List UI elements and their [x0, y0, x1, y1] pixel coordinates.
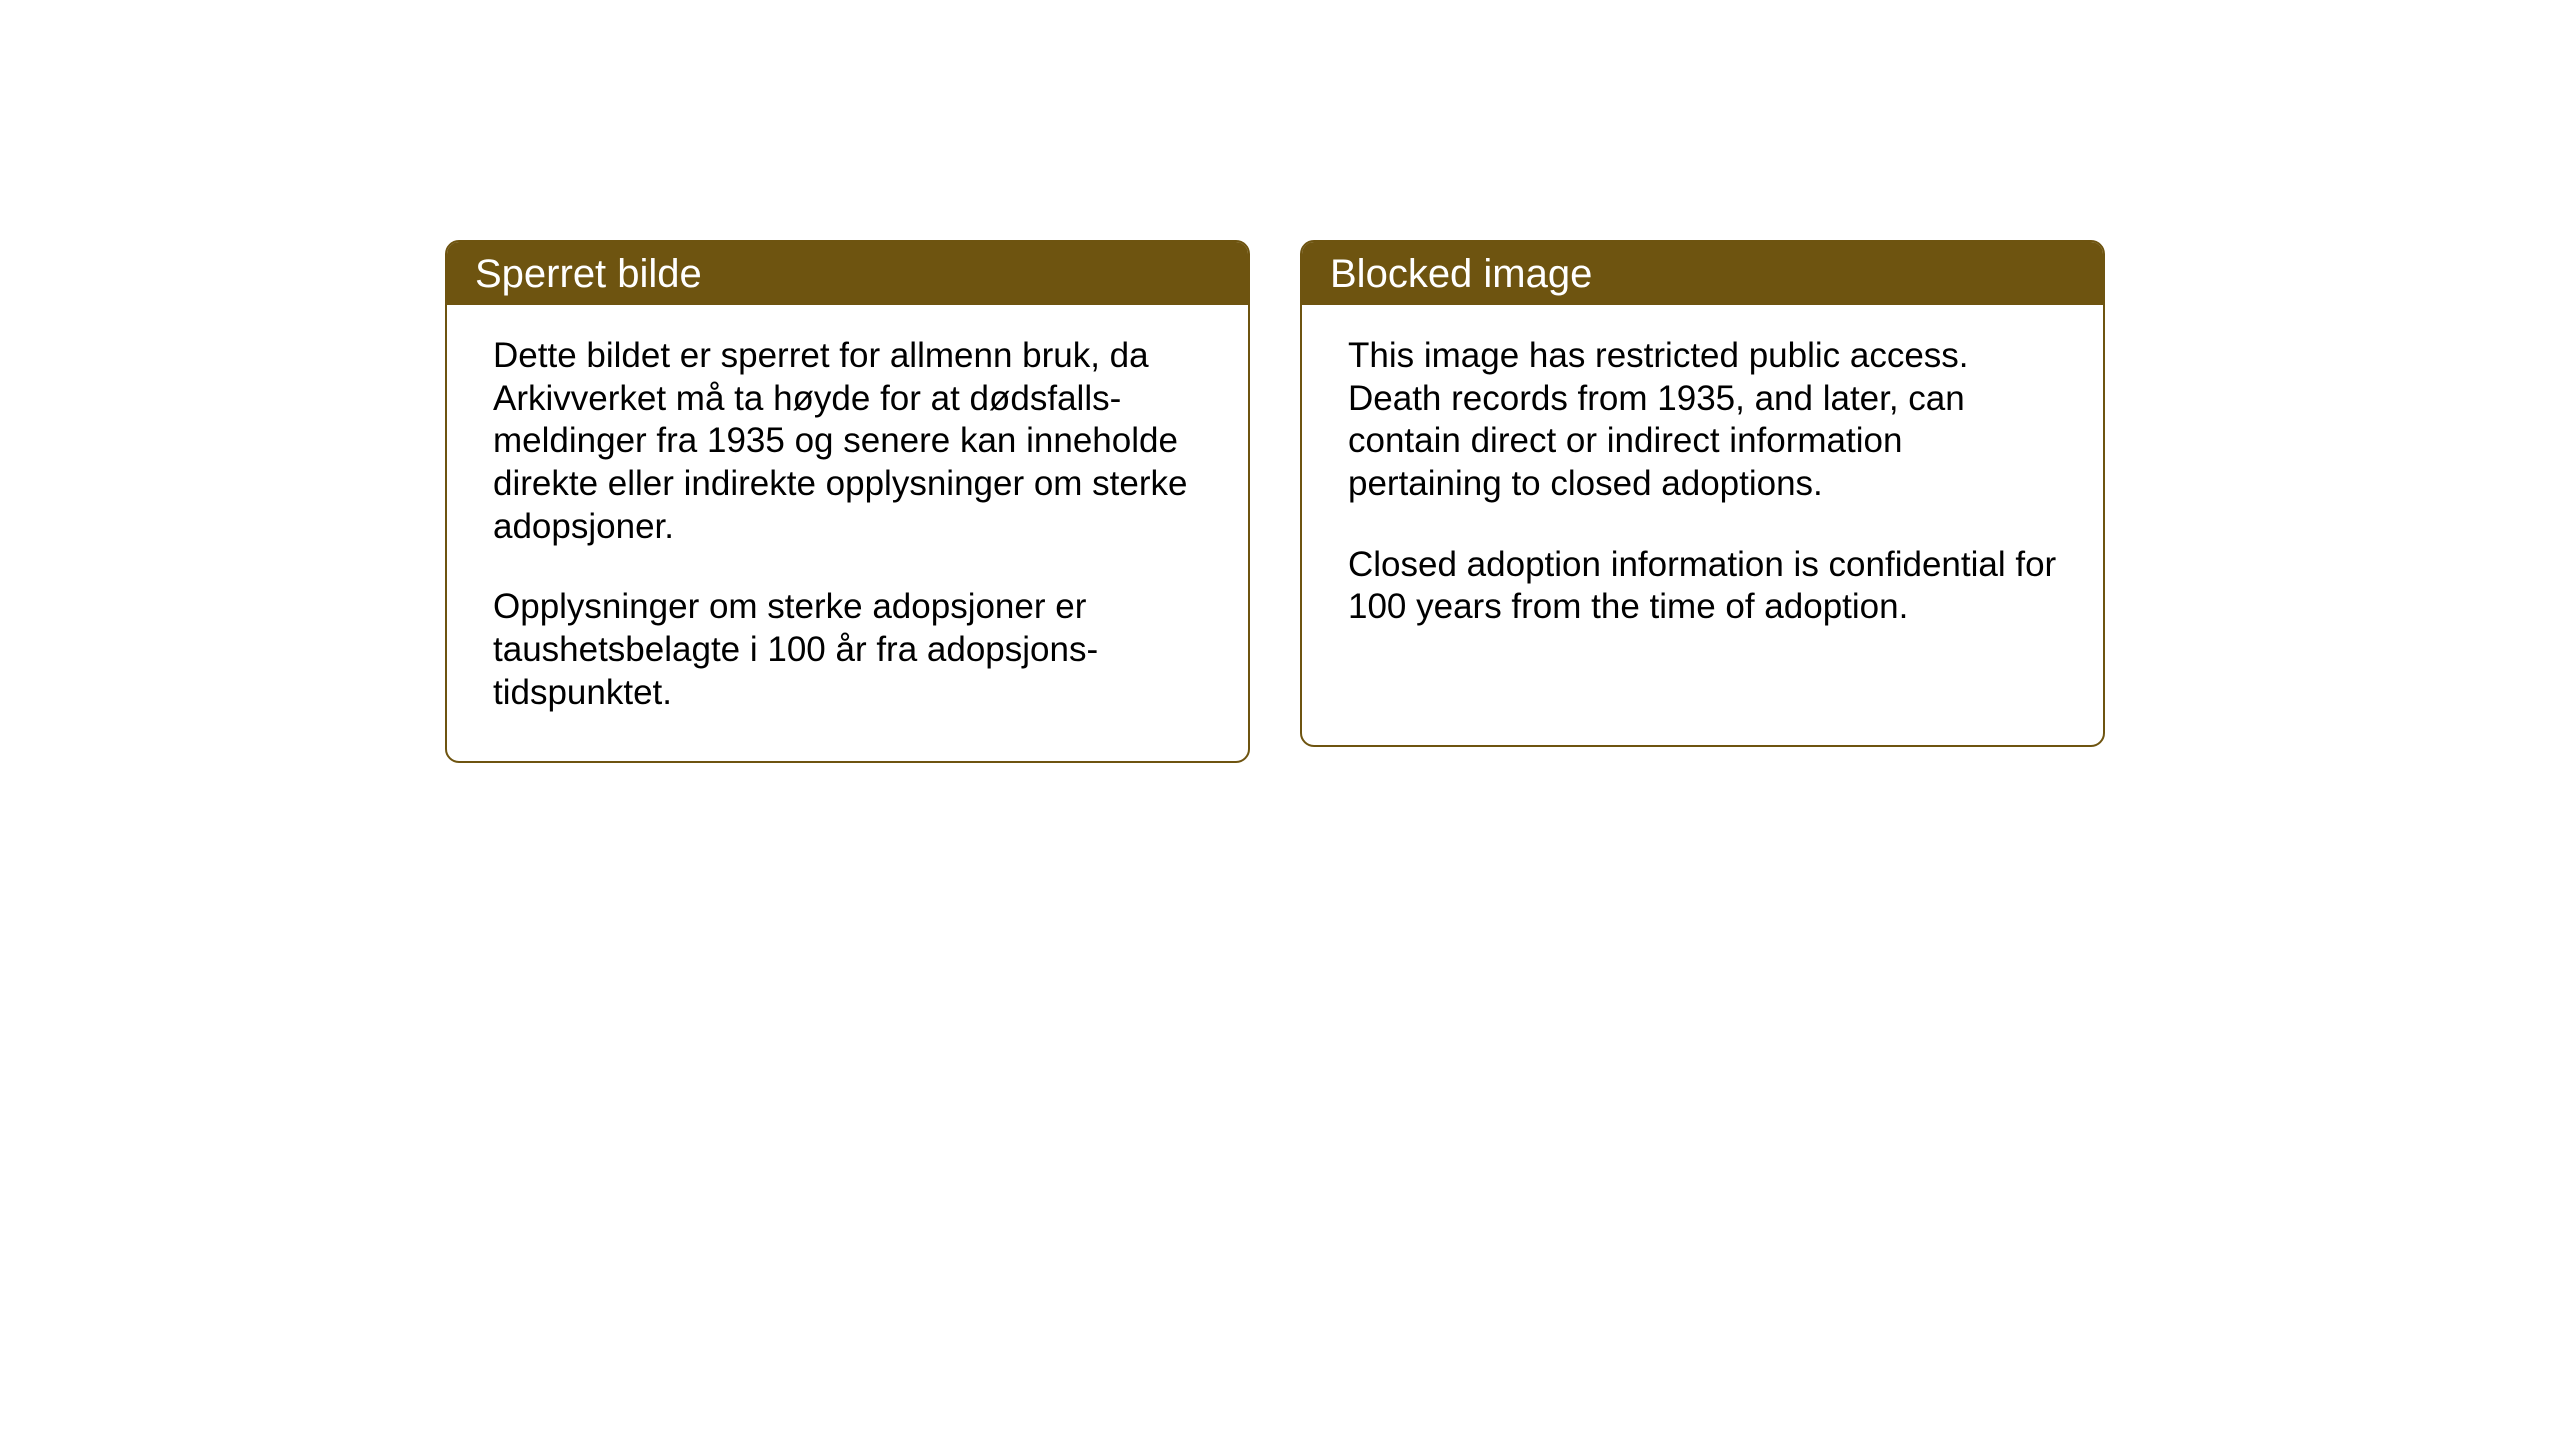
notice-paragraph-1-norwegian: Dette bildet er sperret for allmenn bruk…	[493, 335, 1202, 548]
notice-header-norwegian: Sperret bilde	[447, 242, 1248, 305]
notice-paragraph-2-english: Closed adoption information is confident…	[1348, 544, 2057, 629]
notice-header-english: Blocked image	[1302, 242, 2103, 305]
notice-box-english: Blocked image This image has restricted …	[1300, 240, 2105, 747]
notice-container: Sperret bilde Dette bildet er sperret fo…	[0, 0, 2560, 763]
notice-paragraph-2-norwegian: Opplysninger om sterke adopsjoner er tau…	[493, 586, 1202, 714]
notice-box-norwegian: Sperret bilde Dette bildet er sperret fo…	[445, 240, 1250, 763]
notice-paragraph-1-english: This image has restricted public access.…	[1348, 335, 2057, 506]
notice-body-english: This image has restricted public access.…	[1302, 305, 2103, 675]
notice-body-norwegian: Dette bildet er sperret for allmenn bruk…	[447, 305, 1248, 761]
